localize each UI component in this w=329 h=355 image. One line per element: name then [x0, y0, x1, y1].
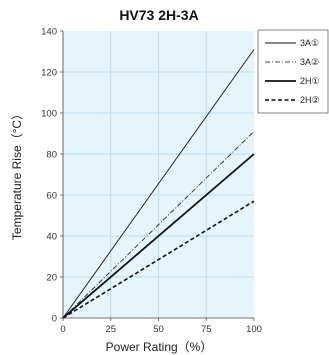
series-line-1 — [62, 131, 255, 319]
y-tick-label: 140 — [41, 27, 57, 38]
y-tick-label: 80 — [46, 150, 57, 161]
x-axis-ticks: 0 25 50 75 100 — [60, 318, 262, 335]
y-tick-label: 20 — [46, 273, 57, 284]
x-tick-label: 50 — [153, 324, 164, 335]
y-tick-label: 60 — [46, 191, 57, 202]
legend-label-1: 3A② — [300, 57, 319, 67]
legend-label-0: 3A① — [300, 38, 319, 48]
legend-label-3: 2H② — [300, 95, 320, 105]
x-tick-label: 100 — [246, 324, 262, 335]
x-tick-label: 0 — [60, 324, 65, 335]
y-axis-ticks: 0 20 40 60 80 100 120 140 — [41, 27, 63, 325]
legend-box — [257, 29, 329, 114]
legend: 3A① 3A② 2H① 2H② — [257, 29, 329, 114]
legend-label-2: 2H① — [300, 76, 320, 86]
y-axis-title: Temperature Rise（°C） — [10, 108, 24, 240]
y-tick-label: 40 — [46, 232, 57, 243]
chart-title: HV73 2H-3A — [119, 7, 198, 23]
x-axis-title: Power Rating（%） — [106, 340, 213, 354]
x-tick-label: 25 — [105, 324, 116, 335]
series-lines — [62, 49, 255, 319]
y-tick-label: 0 — [52, 314, 57, 325]
series-line-3 — [62, 200, 255, 319]
x-tick-label: 75 — [201, 324, 212, 335]
series-line-2 — [62, 153, 255, 319]
y-tick-label: 120 — [41, 68, 57, 79]
series-line-0 — [62, 49, 255, 319]
y-tick-label: 100 — [41, 109, 57, 120]
